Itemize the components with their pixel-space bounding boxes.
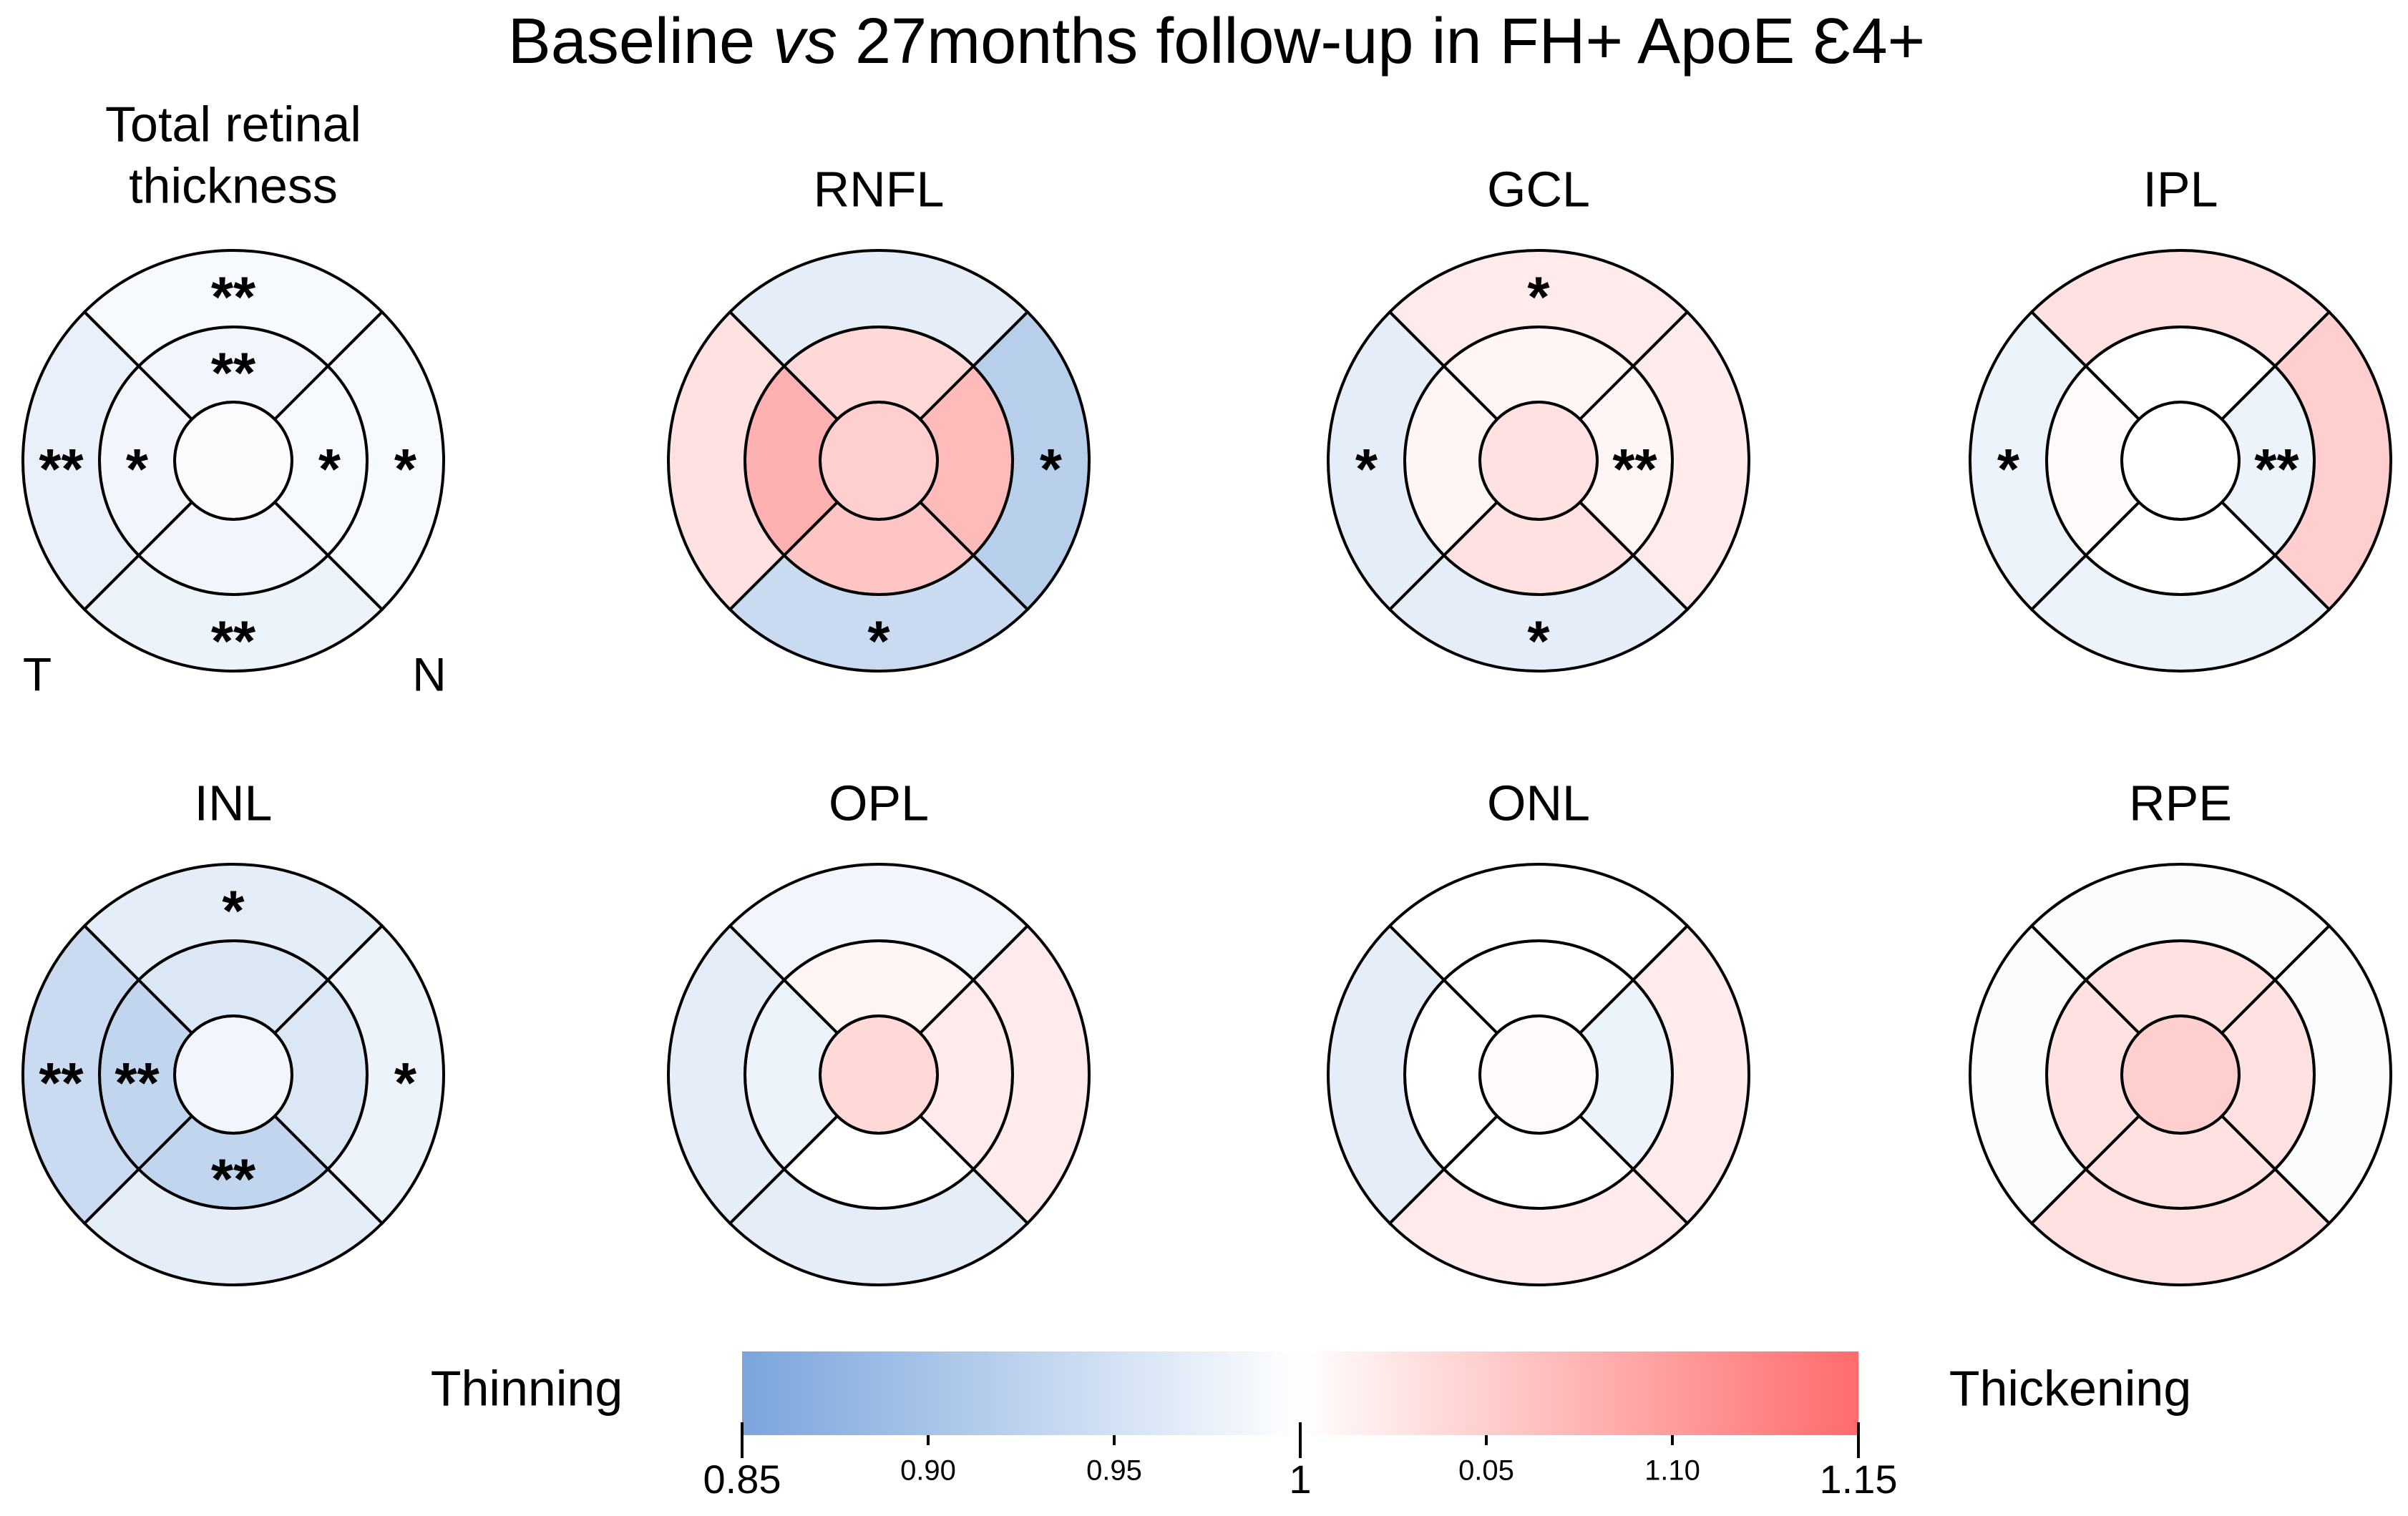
sector bbox=[1388, 863, 1690, 982]
sector bbox=[1388, 1167, 1690, 1286]
significance: ** bbox=[2254, 437, 2299, 501]
axis-label: N bbox=[412, 647, 447, 700]
axis-label: T bbox=[23, 647, 52, 700]
significance: * bbox=[1355, 437, 1378, 501]
colorbar bbox=[742, 1351, 1858, 1435]
subplot-title: OPL bbox=[829, 775, 929, 831]
significance: * bbox=[394, 1051, 417, 1115]
significance: ** bbox=[211, 341, 256, 405]
significance: * bbox=[318, 437, 341, 501]
significance: * bbox=[867, 610, 890, 673]
sector bbox=[728, 863, 1030, 982]
sector bbox=[1327, 310, 1446, 612]
significance: * bbox=[222, 879, 245, 943]
tick-label: 0.85 bbox=[703, 1457, 781, 1502]
significance: ** bbox=[39, 1051, 84, 1115]
subplot-title: thickness bbox=[129, 157, 338, 213]
sector bbox=[2029, 249, 2331, 368]
subplot-title: INL bbox=[195, 775, 273, 831]
sector bbox=[1969, 310, 2088, 612]
significance: * bbox=[1997, 437, 2020, 501]
significance: ** bbox=[211, 610, 256, 673]
sector bbox=[1969, 924, 2088, 1226]
sector bbox=[971, 310, 1091, 612]
subplot-title: RNFL bbox=[814, 161, 945, 217]
tick-label: 1.15 bbox=[1820, 1457, 1898, 1502]
sector bbox=[2273, 924, 2392, 1226]
significance: * bbox=[1040, 437, 1063, 501]
significance: * bbox=[394, 437, 417, 501]
sector bbox=[82, 1167, 384, 1286]
significance: ** bbox=[39, 437, 84, 501]
sector bbox=[667, 310, 786, 612]
sector bbox=[82, 863, 384, 982]
colorbar-label: Thickening bbox=[1949, 1360, 2192, 1416]
tick-label: 1.10 bbox=[1644, 1455, 1700, 1487]
subplot-title: RPE bbox=[2129, 775, 2232, 831]
sector bbox=[326, 924, 445, 1226]
title-part: 27months follow-up in FH+ ApoE Ɛ4+ bbox=[855, 6, 1925, 77]
sector bbox=[728, 553, 1030, 673]
sector bbox=[2029, 863, 2331, 982]
significance: ** bbox=[211, 265, 256, 329]
sector bbox=[2273, 310, 2392, 612]
significance: * bbox=[1527, 265, 1550, 329]
significance: ** bbox=[211, 1148, 256, 1211]
sector bbox=[82, 553, 384, 673]
title-part: vs bbox=[773, 6, 837, 77]
sector bbox=[728, 249, 1030, 368]
subplot-title: GCL bbox=[1487, 161, 1590, 217]
sector bbox=[728, 1167, 1030, 1286]
figure-title: Baseline vs 27months follow-up in FH+ Ap… bbox=[508, 6, 1925, 77]
sector bbox=[2029, 553, 2331, 673]
sector bbox=[21, 924, 141, 1226]
sector bbox=[21, 310, 141, 612]
sector bbox=[667, 924, 786, 1226]
subplot-title: ONL bbox=[1487, 775, 1590, 831]
subplot-title: Total retinal bbox=[105, 96, 361, 152]
tick-label: 0.05 bbox=[1458, 1455, 1514, 1487]
significance: ** bbox=[114, 1051, 160, 1115]
sector bbox=[1388, 249, 1690, 368]
sector bbox=[82, 249, 384, 368]
sector bbox=[326, 310, 445, 612]
tick-label: 0.90 bbox=[900, 1455, 956, 1487]
sector bbox=[1388, 553, 1690, 673]
colorbar-label: Thinning bbox=[431, 1360, 623, 1416]
sector bbox=[971, 924, 1091, 1226]
sector bbox=[1631, 310, 1750, 612]
tick-label: 1 bbox=[1289, 1457, 1311, 1502]
subplot-title: IPL bbox=[2143, 161, 2218, 217]
sector bbox=[2029, 1167, 2331, 1286]
significance: * bbox=[126, 437, 149, 501]
title-part: Baseline bbox=[508, 6, 755, 77]
significance: ** bbox=[1612, 437, 1657, 501]
sector bbox=[1631, 924, 1750, 1226]
tick-label: 0.95 bbox=[1086, 1455, 1142, 1487]
significance: * bbox=[1527, 610, 1550, 673]
sector bbox=[1327, 924, 1446, 1226]
